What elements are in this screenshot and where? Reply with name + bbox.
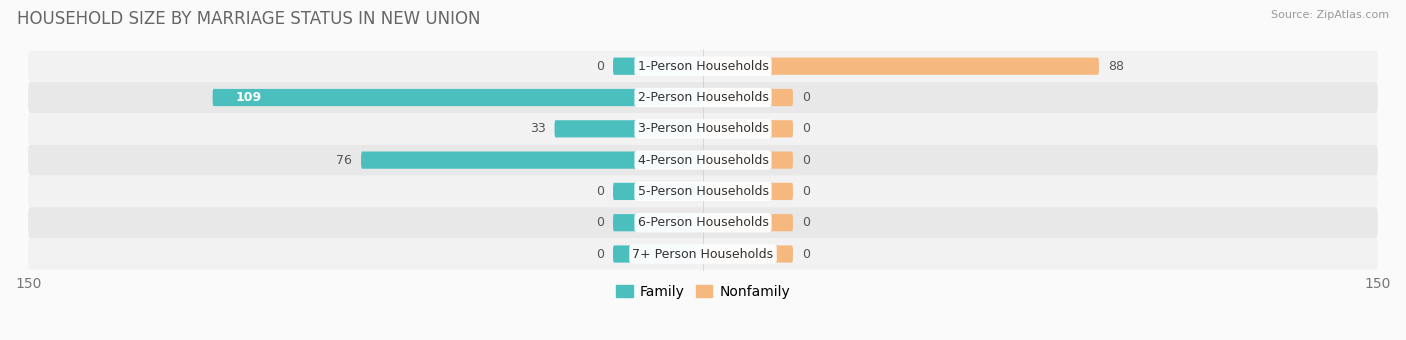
FancyBboxPatch shape [28, 144, 1378, 175]
Text: 3-Person Households: 3-Person Households [637, 122, 769, 135]
FancyBboxPatch shape [361, 152, 703, 169]
Text: Source: ZipAtlas.com: Source: ZipAtlas.com [1271, 10, 1389, 20]
Text: 109: 109 [235, 91, 262, 104]
FancyBboxPatch shape [28, 51, 1378, 82]
FancyBboxPatch shape [28, 176, 1378, 207]
Text: 1-Person Households: 1-Person Households [637, 60, 769, 73]
Text: 0: 0 [801, 248, 810, 260]
FancyBboxPatch shape [703, 245, 793, 262]
Text: 76: 76 [336, 154, 352, 167]
Text: 7+ Person Households: 7+ Person Households [633, 248, 773, 260]
FancyBboxPatch shape [613, 245, 703, 262]
FancyBboxPatch shape [613, 57, 703, 75]
FancyBboxPatch shape [703, 89, 793, 106]
Text: 88: 88 [1108, 60, 1123, 73]
FancyBboxPatch shape [613, 214, 703, 231]
FancyBboxPatch shape [28, 239, 1378, 270]
Text: 0: 0 [801, 91, 810, 104]
Text: 0: 0 [596, 216, 605, 229]
FancyBboxPatch shape [703, 120, 793, 137]
FancyBboxPatch shape [703, 152, 793, 169]
Text: 0: 0 [801, 216, 810, 229]
FancyBboxPatch shape [703, 214, 793, 231]
FancyBboxPatch shape [28, 113, 1378, 144]
Text: 4-Person Households: 4-Person Households [637, 154, 769, 167]
Legend: Family, Nonfamily: Family, Nonfamily [610, 279, 796, 304]
FancyBboxPatch shape [703, 57, 1099, 75]
Text: 33: 33 [530, 122, 546, 135]
FancyBboxPatch shape [554, 120, 703, 137]
FancyBboxPatch shape [28, 207, 1378, 238]
FancyBboxPatch shape [212, 89, 703, 106]
FancyBboxPatch shape [28, 82, 1378, 113]
FancyBboxPatch shape [613, 183, 703, 200]
Text: 2-Person Households: 2-Person Households [637, 91, 769, 104]
Text: HOUSEHOLD SIZE BY MARRIAGE STATUS IN NEW UNION: HOUSEHOLD SIZE BY MARRIAGE STATUS IN NEW… [17, 10, 481, 28]
Text: 0: 0 [596, 248, 605, 260]
Text: 0: 0 [596, 185, 605, 198]
Text: 0: 0 [801, 154, 810, 167]
Text: 0: 0 [596, 60, 605, 73]
FancyBboxPatch shape [703, 183, 793, 200]
Text: 0: 0 [801, 122, 810, 135]
Text: 0: 0 [801, 185, 810, 198]
Text: 6-Person Households: 6-Person Households [637, 216, 769, 229]
Text: 5-Person Households: 5-Person Households [637, 185, 769, 198]
